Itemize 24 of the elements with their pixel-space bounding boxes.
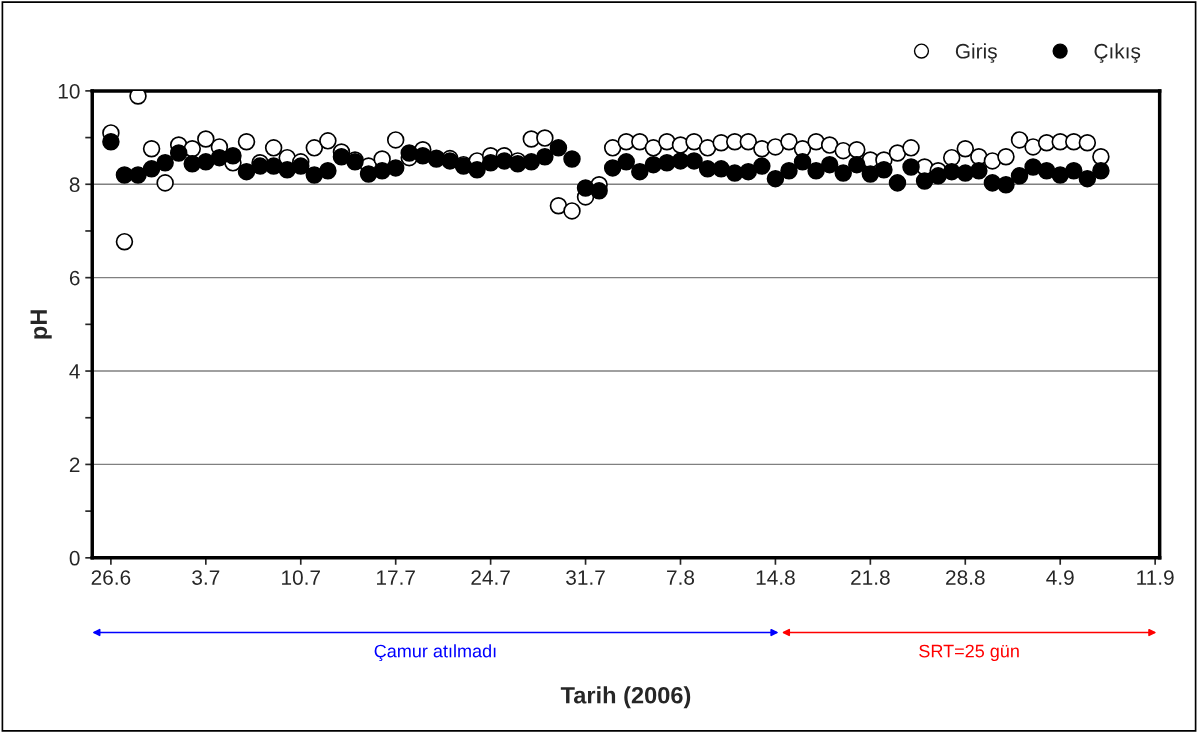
x-tick-label: 14.8 [756,570,795,585]
text: Çamur atılmadı [374,644,496,662]
y-tick-label: 10 [58,83,80,99]
y-tick-label: 8 [69,177,80,193]
y-tick-label: 0 [69,550,80,566]
x-tick-label: 26.6 [91,570,131,585]
x-tick-label: 4.9 [1046,570,1074,585]
x-tick-label: 10.7 [282,570,320,585]
x-tick-label: 21.8 [851,570,890,585]
text: SRT=25 gün [919,644,1019,662]
x-tick-label: 28.8 [946,570,985,585]
x-tick-label: 31.7 [566,570,605,585]
legend-label: Giriş [955,43,997,63]
x-tick-label: 7.8 [667,570,695,585]
y-axis-title: pH [30,310,52,339]
y-tick-label: 2 [69,457,80,472]
x-tick-label: 11.9 [1137,570,1174,585]
x-axis-title: Tarih (2006) [560,686,691,709]
x-tick-label: 3.7 [192,570,220,585]
x-tick-label: 24.7 [471,570,510,585]
y-tick-label: 6 [69,270,80,286]
y-tick-label: 4 [69,364,80,379]
legend-label: Çıkış [1094,43,1141,63]
x-tick-label: 17.7 [377,570,415,585]
